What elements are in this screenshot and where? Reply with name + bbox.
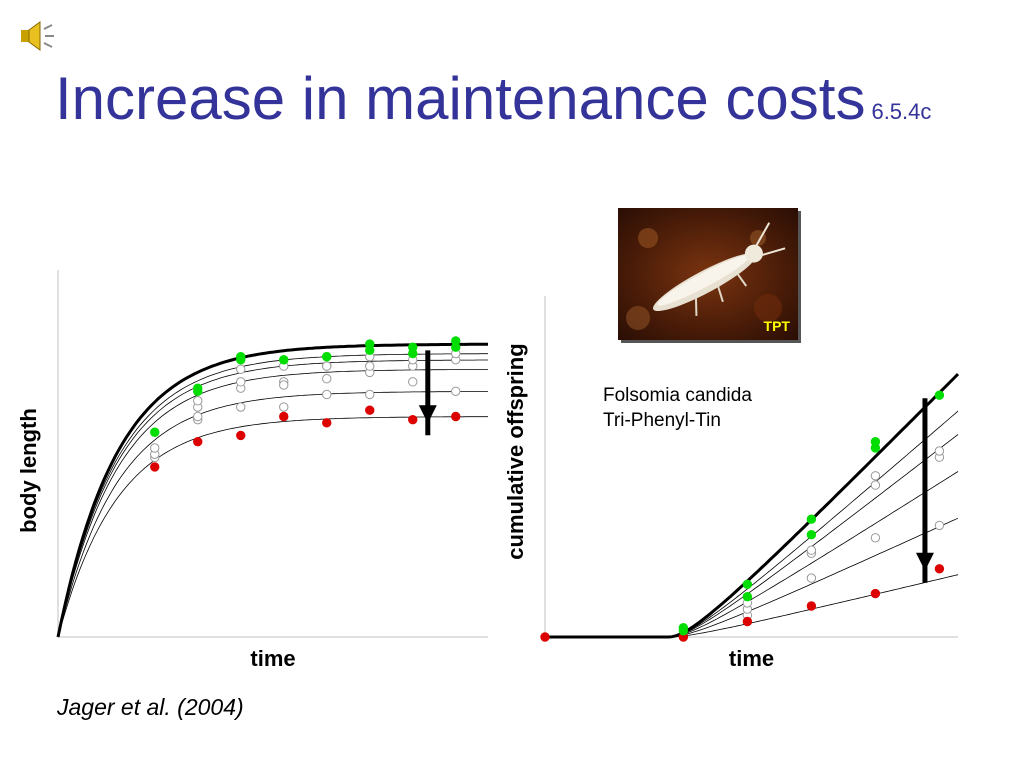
- data-point-control: [806, 514, 817, 524]
- springtail-image: [618, 208, 798, 340]
- data-point-conc-1: [322, 361, 332, 371]
- data-point-high: [322, 418, 332, 428]
- data-point-conc-3: [322, 374, 332, 384]
- data-point-control: [678, 623, 689, 633]
- data-point-high: [365, 405, 375, 415]
- data-point-conc-2: [365, 361, 375, 371]
- toxicant-name: Tri-Phenyl-Tin: [603, 410, 721, 431]
- data-point-conc-1: [150, 443, 160, 453]
- data-point-conc-4: [451, 386, 461, 396]
- data-point-conc-4: [870, 533, 881, 543]
- citation: Jager et al. (2004): [57, 694, 244, 720]
- data-point-high: [193, 437, 203, 447]
- data-point-conc-1: [806, 545, 817, 555]
- data-point-high: [806, 601, 817, 611]
- slide-title: Increase in maintenance costs 6.5.4c: [55, 64, 931, 133]
- data-point-conc-3: [193, 411, 203, 422]
- data-point-conc-1: [870, 471, 881, 481]
- data-point-conc-1: [193, 396, 203, 406]
- x-axis-label: time: [729, 646, 774, 671]
- data-point-conc-4: [365, 389, 375, 400]
- springtail-photo: TPT: [618, 208, 798, 340]
- data-point-high: [451, 411, 461, 422]
- data-point-high: [279, 411, 289, 422]
- data-point-control: [236, 351, 246, 362]
- x-axis-label: time: [250, 646, 295, 671]
- effect-arrowhead: [915, 552, 934, 571]
- y-axis-label: cumulative offspring: [503, 343, 528, 559]
- fit-curve-3: [545, 471, 959, 638]
- data-point-conc-3: [934, 520, 945, 531]
- y-axis-label: body length: [16, 408, 41, 533]
- data-point-control: [408, 348, 418, 359]
- data-point-conc-2: [870, 480, 881, 490]
- data-point-control: [150, 427, 160, 437]
- data-point-high: [742, 616, 753, 627]
- data-point-conc-4: [279, 402, 289, 412]
- data-point-high: [870, 588, 881, 599]
- slide-code: 6.5.4c: [871, 99, 932, 124]
- data-point-conc-1: [236, 364, 246, 374]
- data-point-high: [236, 430, 246, 441]
- data-point-control: [279, 355, 289, 365]
- data-point-conc-4: [236, 402, 246, 412]
- effect-arrowhead: [418, 405, 437, 424]
- data-point-conc-3: [408, 377, 418, 387]
- photo-tag: TPT: [763, 318, 790, 334]
- data-point-control: [451, 342, 461, 352]
- title-text: Increase in maintenance costs: [55, 65, 866, 132]
- data-point-conc-3: [806, 573, 817, 583]
- data-point-control: [742, 579, 753, 589]
- data-point-control: [806, 530, 817, 540]
- data-point-high: [150, 462, 160, 472]
- data-point-conc-4: [322, 389, 332, 400]
- species-label: Folsomia candida Tri-Phenyl-Tin: [603, 383, 752, 433]
- species-name: Folsomia candida: [603, 385, 752, 406]
- data-point-conc-2: [279, 380, 289, 390]
- fit-curve-3: [57, 369, 489, 638]
- data-point-high: [540, 632, 550, 642]
- fit-curve-4: [57, 391, 488, 638]
- data-point-control: [193, 383, 203, 393]
- data-point-control: [934, 390, 945, 400]
- data-point-conc-2: [236, 377, 246, 387]
- data-point-conc-1: [934, 446, 945, 456]
- fit-curve-2: [545, 434, 959, 638]
- data-point-high: [408, 414, 418, 425]
- data-point-control: [322, 351, 332, 362]
- data-point-control: [870, 437, 881, 447]
- fit-curve-control: [545, 373, 960, 639]
- data-point-control: [365, 345, 375, 356]
- data-point-control: [742, 592, 753, 602]
- speaker-icon[interactable]: [18, 18, 56, 54]
- data-point-high: [934, 564, 945, 574]
